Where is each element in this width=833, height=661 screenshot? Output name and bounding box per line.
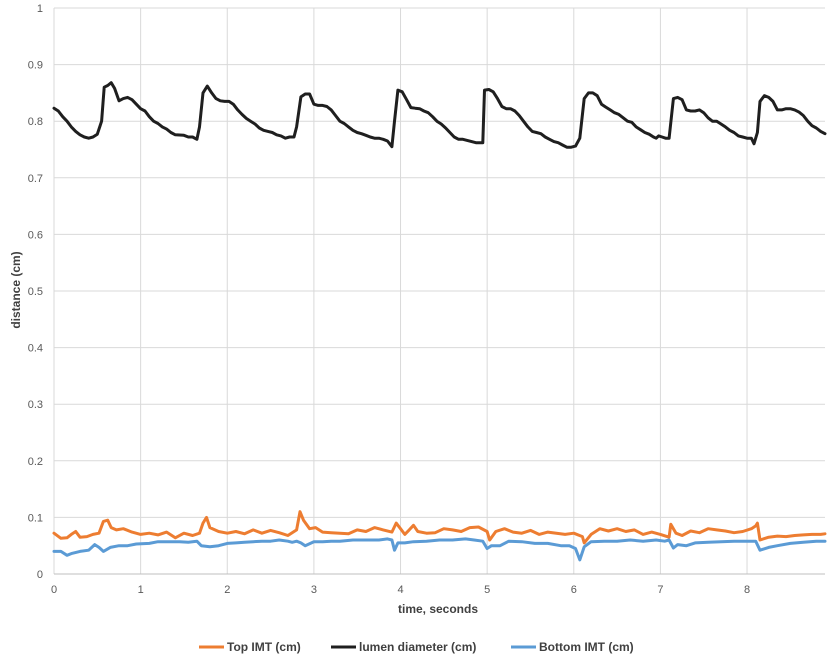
y-tick-label: 0.6 [28,229,43,241]
series-lines [52,81,827,562]
x-axis-tick-labels: 0 1 2 3 4 5 6 7 8 [51,584,750,596]
x-tick-label: 3 [311,584,317,596]
x-tick-label: 8 [744,584,750,596]
legend-label: lumen diameter (cm) [359,640,476,654]
x-tick-label: 7 [657,584,663,596]
x-tick-label: 5 [484,584,490,596]
series-line-2 [52,537,827,562]
y-tick-label: 0.5 [28,286,43,298]
x-tick-label: 6 [571,584,577,596]
y-tick-label: 0.1 [28,512,43,524]
y-tick-label: 0.2 [28,456,43,468]
y-tick-label: 0.8 [28,116,43,128]
y-axis-title: distance (cm) [9,251,23,328]
x-tick-label: 1 [138,584,144,596]
x-axis-title: time, seconds [398,602,478,616]
gridlines [53,7,825,575]
legend-label: Bottom IMT (cm) [539,640,634,654]
y-axis-tick-labels: 0 0.1 0.2 0.3 0.4 0.5 0.6 0.7 0.8 0.9 1 [28,3,43,581]
x-tick-label: 4 [397,584,403,596]
y-tick-label: 0.9 [28,60,43,72]
series-line-1 [52,81,827,149]
x-tick-label: 2 [224,584,230,596]
y-tick-label: 1 [37,3,43,15]
legend: Top IMT (cm) lumen diameter (cm) Bottom IM… [199,640,634,654]
x-tick-label: 0 [51,584,57,596]
y-tick-label: 0 [37,569,43,581]
y-tick-label: 0.4 [28,343,43,355]
legend-label: Top IMT (cm) [227,640,301,654]
y-tick-label: 0.7 [28,173,43,185]
y-tick-label: 0.3 [28,399,43,411]
series-line-0 [52,510,827,545]
